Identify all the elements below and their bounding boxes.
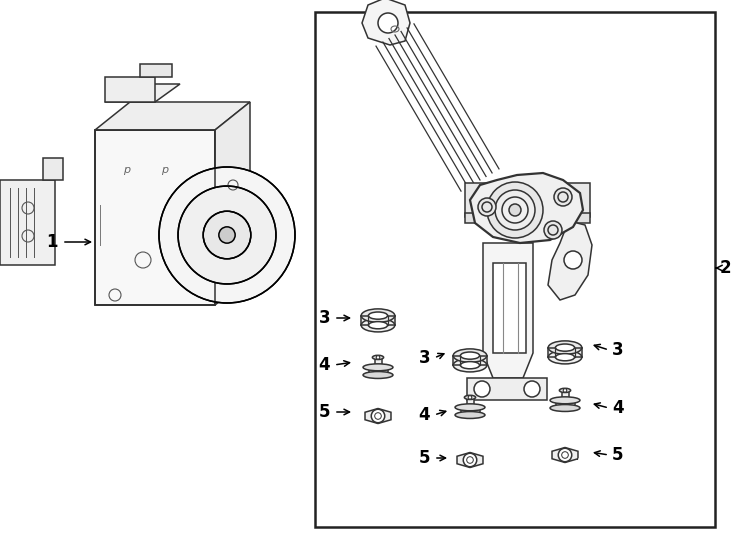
- Ellipse shape: [556, 354, 575, 361]
- Text: 1: 1: [46, 233, 58, 251]
- Circle shape: [564, 251, 582, 269]
- Polygon shape: [457, 453, 483, 468]
- Circle shape: [378, 13, 398, 33]
- Circle shape: [203, 211, 251, 259]
- Ellipse shape: [550, 397, 580, 404]
- Text: 4: 4: [319, 356, 330, 374]
- Ellipse shape: [465, 395, 476, 400]
- Text: 4: 4: [418, 406, 430, 424]
- Ellipse shape: [361, 309, 395, 322]
- FancyBboxPatch shape: [0, 180, 55, 265]
- Circle shape: [463, 453, 477, 467]
- Circle shape: [159, 167, 295, 303]
- Circle shape: [487, 182, 543, 238]
- FancyBboxPatch shape: [548, 348, 582, 357]
- Circle shape: [219, 227, 235, 243]
- FancyBboxPatch shape: [467, 397, 474, 415]
- Polygon shape: [483, 243, 533, 378]
- FancyBboxPatch shape: [375, 357, 382, 375]
- FancyBboxPatch shape: [43, 158, 63, 180]
- Circle shape: [559, 448, 572, 462]
- Ellipse shape: [548, 350, 582, 364]
- FancyBboxPatch shape: [315, 12, 715, 527]
- Polygon shape: [95, 102, 250, 130]
- Polygon shape: [465, 183, 590, 217]
- Text: 3: 3: [418, 349, 430, 367]
- Text: 3: 3: [612, 341, 624, 359]
- Ellipse shape: [368, 312, 388, 319]
- Text: 2: 2: [720, 259, 732, 277]
- Ellipse shape: [453, 359, 487, 372]
- Ellipse shape: [550, 404, 580, 411]
- Circle shape: [371, 409, 385, 423]
- Circle shape: [502, 197, 528, 223]
- Circle shape: [524, 381, 540, 397]
- Circle shape: [468, 396, 472, 399]
- Polygon shape: [365, 408, 391, 423]
- FancyBboxPatch shape: [361, 315, 395, 325]
- FancyBboxPatch shape: [461, 407, 480, 415]
- FancyBboxPatch shape: [140, 64, 172, 77]
- Ellipse shape: [455, 411, 485, 418]
- Text: 4: 4: [612, 399, 624, 417]
- FancyBboxPatch shape: [95, 130, 215, 305]
- Ellipse shape: [372, 355, 384, 360]
- Ellipse shape: [559, 388, 570, 393]
- Ellipse shape: [548, 341, 582, 354]
- Polygon shape: [362, 0, 410, 45]
- Ellipse shape: [363, 372, 393, 379]
- Ellipse shape: [453, 349, 487, 362]
- FancyBboxPatch shape: [453, 356, 487, 365]
- FancyBboxPatch shape: [369, 367, 388, 375]
- Ellipse shape: [363, 364, 393, 371]
- Polygon shape: [105, 84, 180, 102]
- Circle shape: [495, 190, 535, 230]
- Circle shape: [178, 186, 276, 284]
- Circle shape: [377, 356, 379, 359]
- Circle shape: [509, 204, 521, 216]
- Text: 5: 5: [418, 449, 430, 467]
- Ellipse shape: [368, 322, 388, 329]
- Circle shape: [474, 381, 490, 397]
- Ellipse shape: [455, 404, 485, 411]
- FancyBboxPatch shape: [493, 263, 526, 353]
- Ellipse shape: [556, 344, 575, 351]
- FancyBboxPatch shape: [556, 400, 575, 408]
- Circle shape: [544, 221, 562, 239]
- Ellipse shape: [460, 362, 479, 369]
- FancyBboxPatch shape: [105, 77, 155, 102]
- Polygon shape: [552, 448, 578, 462]
- FancyBboxPatch shape: [467, 378, 547, 400]
- Circle shape: [478, 198, 496, 216]
- Text: p: p: [161, 165, 169, 175]
- Text: 5: 5: [612, 446, 623, 464]
- Circle shape: [554, 188, 572, 206]
- Polygon shape: [215, 102, 250, 305]
- Polygon shape: [465, 213, 590, 223]
- Polygon shape: [548, 220, 592, 300]
- Text: p: p: [123, 165, 131, 175]
- Text: 3: 3: [319, 309, 330, 327]
- Polygon shape: [470, 173, 583, 243]
- Ellipse shape: [460, 352, 479, 359]
- FancyBboxPatch shape: [562, 390, 569, 408]
- Circle shape: [563, 389, 567, 392]
- Text: 5: 5: [319, 403, 330, 421]
- Ellipse shape: [361, 319, 395, 332]
